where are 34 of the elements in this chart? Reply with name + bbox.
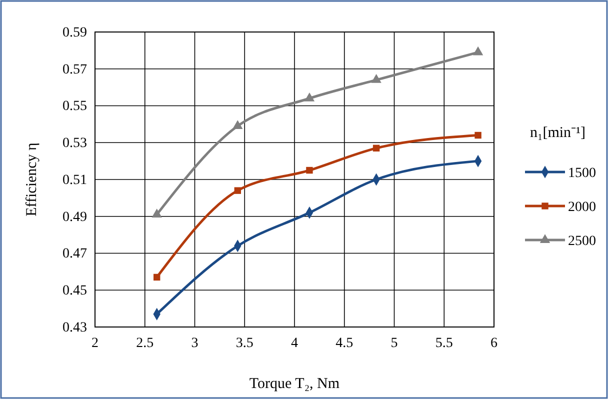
y-tick-label: 0.49 — [62, 210, 87, 225]
y-tick-label: 0.45 — [62, 284, 87, 299]
y-tick-label: 0.57 — [62, 62, 87, 78]
y-tick-label: 0.43 — [62, 320, 87, 336]
x-tick-label: 4 — [291, 336, 298, 351]
x-tick-label: 3 — [191, 336, 198, 351]
legend-label: 2500 — [568, 234, 596, 249]
y-tick-label: 0.47 — [62, 246, 87, 262]
point — [474, 132, 482, 139]
y-tick-label: 0.53 — [62, 136, 87, 152]
y-tick-label: 0.59 — [62, 25, 87, 40]
x-tick-label: 6 — [490, 336, 498, 351]
legend-label: 2000 — [568, 200, 596, 215]
x-tick-label: 2.5 — [136, 336, 154, 351]
x-axis-title: Torque T₂, Nm — [249, 376, 340, 392]
x-tick-label: 4.5 — [336, 336, 354, 351]
x-tick-label: 5.5 — [435, 336, 453, 351]
y-tick-label: 0.55 — [62, 99, 87, 114]
legend-title: n₁[min⁻¹] — [530, 125, 586, 141]
point — [371, 74, 382, 83]
x-tick-label: 5 — [390, 336, 398, 351]
y-axis-title: Efficiency η — [24, 142, 40, 216]
y-tick-label: 0.51 — [62, 172, 87, 188]
point — [372, 144, 380, 152]
point — [306, 166, 313, 174]
point — [152, 208, 162, 218]
point — [234, 187, 241, 194]
x-tick-label: 2 — [92, 336, 98, 351]
point — [304, 92, 315, 102]
x-tick-label: 3.5 — [236, 336, 254, 351]
legend-label: 1500 — [568, 166, 596, 181]
point — [153, 274, 160, 281]
point — [472, 46, 484, 56]
point — [232, 120, 243, 129]
